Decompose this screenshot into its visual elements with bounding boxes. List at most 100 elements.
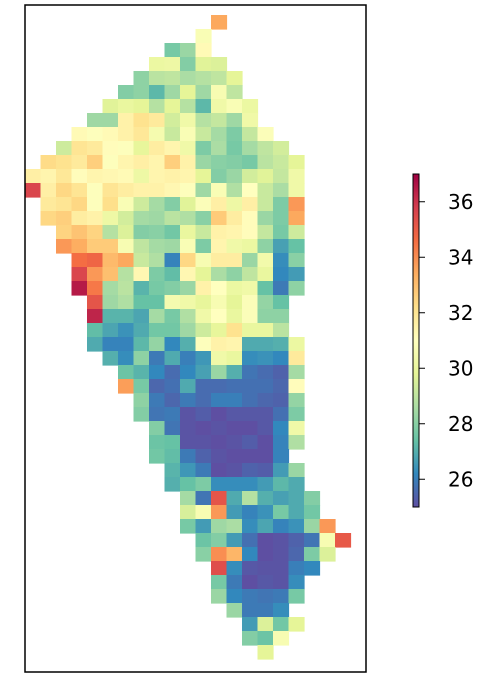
heatmap-cell [180,169,197,184]
heatmap-cell [133,379,150,394]
heatmap-cell [180,407,197,422]
heatmap-cell [242,337,259,352]
heatmap-cell [226,309,243,324]
heatmap-cell [149,449,166,464]
heatmap-cell [118,155,135,170]
heatmap-cell [133,85,150,100]
heatmap-cell [149,393,166,408]
heatmap-cell [56,225,73,240]
heatmap-cell [257,141,274,156]
heatmap-cell [288,533,305,548]
heatmap-cell [242,393,259,408]
heatmap-cell [211,253,228,268]
heatmap-cell [180,211,197,226]
heatmap-cell [211,15,228,30]
heatmap-cell [118,169,135,184]
heatmap-cell [288,267,305,282]
heatmap-cell [257,253,274,268]
heatmap-cell [195,295,212,310]
heatmap-cell [257,211,274,226]
heatmap-cell [149,183,166,198]
heatmap-cell [226,463,243,478]
heatmap-cell [257,155,274,170]
heatmap-cell [288,393,305,408]
heatmap-cell [242,183,259,198]
heatmap-cell [304,547,321,562]
plot-frame [24,4,367,673]
heatmap-cell [242,225,259,240]
heatmap-cell [304,505,321,520]
heatmap-cell [211,477,228,492]
heatmap-cell [102,253,119,268]
heatmap-cell [273,155,290,170]
heatmap-cell [242,141,259,156]
heatmap-cell [118,85,135,100]
heatmap-cell [149,253,166,268]
heatmap-cell [40,169,57,184]
heatmap-cell [195,183,212,198]
heatmap-cell [71,197,88,212]
heatmap-cell [226,141,243,156]
heatmap-cell [242,449,259,464]
heatmap-cell [164,197,181,212]
heatmap-cell [242,477,259,492]
heatmap-cell [211,337,228,352]
heatmap-cell [180,463,197,478]
heatmap-cell [164,43,181,58]
heatmap-cell [164,365,181,380]
heatmap-cell [211,225,228,240]
heatmap-cell [102,155,119,170]
heatmap-cell [133,127,150,142]
colorbar-tick-label: 36 [448,190,473,214]
heatmap-cell [102,225,119,240]
heatmap-cell [288,253,305,268]
heatmap-cell [87,141,104,156]
heatmap-cell [164,337,181,352]
heatmap-cell [87,155,104,170]
heatmap-cell [195,281,212,296]
heatmap-cell [288,505,305,520]
heatmap-cell [56,183,73,198]
heatmap-cell [133,393,150,408]
heatmap-cell [273,197,290,212]
heatmap-cell [195,57,212,72]
heatmap-cell [288,435,305,450]
heatmap-cell [257,407,274,422]
heatmap-cell [118,295,135,310]
heatmap-cell [226,211,243,226]
heatmap-cell [102,99,119,114]
heatmap-cell [242,309,259,324]
heatmap-cell [273,617,290,632]
heatmap-cell [164,239,181,254]
heatmap-cell [180,127,197,142]
heatmap-cell [102,141,119,156]
heatmap-cell [164,71,181,86]
heatmap-cell [257,631,274,646]
colorbar-tick-label: 30 [448,356,473,380]
heatmap-cell [71,211,88,226]
heatmap-cell [211,323,228,338]
heatmap-cell [242,491,259,506]
heatmap-cell [273,407,290,422]
heatmap-cell [164,253,181,268]
heatmap-cell [226,589,243,604]
heatmap-cell [195,225,212,240]
heatmap-cell [149,435,166,450]
heatmap-cell [164,407,181,422]
heatmap-cell [288,519,305,534]
heatmap-cell [273,239,290,254]
heatmap-cell [102,309,119,324]
heatmap-cell [180,491,197,506]
heatmap-cell [211,183,228,198]
heatmap-cell [273,561,290,576]
heatmap-cell [133,197,150,212]
heatmap-cell [164,463,181,478]
heatmap-cell [288,463,305,478]
heatmap-cell [226,477,243,492]
heatmap-cell [164,267,181,282]
heatmap-cell [226,99,243,114]
heatmap-cell [133,365,150,380]
heatmap-cell [288,211,305,226]
heatmap-cell [273,267,290,282]
heatmap-cell [242,113,259,128]
